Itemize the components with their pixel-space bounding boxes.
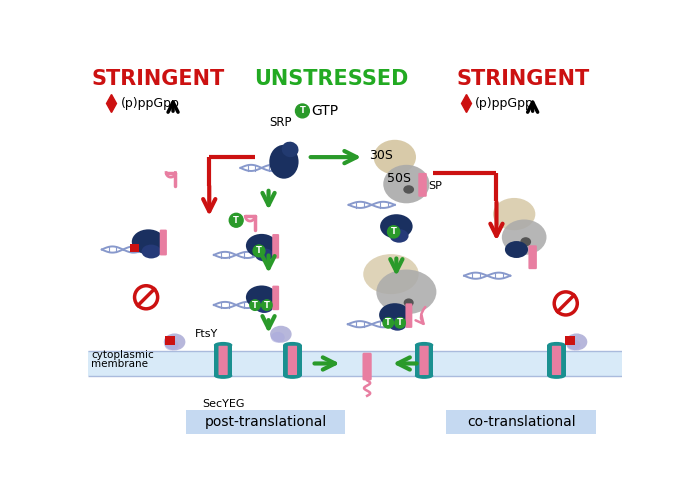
Text: membrane: membrane (91, 359, 148, 369)
Ellipse shape (547, 373, 565, 379)
Ellipse shape (164, 340, 179, 350)
Text: T: T (397, 318, 403, 327)
Circle shape (229, 213, 243, 227)
FancyBboxPatch shape (419, 346, 429, 375)
Text: SecYEG: SecYEG (202, 399, 245, 408)
Text: 30S: 30S (369, 149, 393, 162)
FancyBboxPatch shape (529, 245, 537, 269)
Ellipse shape (246, 234, 277, 258)
Circle shape (253, 245, 265, 257)
Text: T: T (256, 246, 262, 255)
Text: SP: SP (428, 181, 442, 191)
Circle shape (262, 300, 272, 310)
Ellipse shape (380, 214, 412, 239)
Ellipse shape (415, 342, 433, 348)
Text: T: T (299, 106, 306, 116)
FancyBboxPatch shape (405, 304, 412, 328)
Ellipse shape (493, 198, 535, 230)
FancyBboxPatch shape (415, 345, 433, 376)
Circle shape (387, 226, 400, 238)
FancyBboxPatch shape (130, 244, 139, 252)
Text: (p)ppGpp: (p)ppGpp (121, 97, 179, 110)
Text: co-translational: co-translational (467, 415, 575, 429)
Text: T: T (234, 216, 239, 225)
Text: T: T (385, 318, 392, 327)
FancyBboxPatch shape (288, 346, 297, 375)
Ellipse shape (520, 237, 531, 246)
Text: FtsY: FtsY (195, 329, 218, 339)
FancyBboxPatch shape (159, 229, 167, 255)
FancyBboxPatch shape (186, 410, 345, 433)
FancyBboxPatch shape (214, 345, 232, 376)
Text: UNSTRESSED: UNSTRESSED (254, 69, 409, 89)
Ellipse shape (374, 140, 416, 174)
FancyBboxPatch shape (89, 351, 622, 376)
Ellipse shape (388, 318, 407, 331)
Ellipse shape (389, 229, 409, 243)
Ellipse shape (376, 269, 437, 314)
Circle shape (295, 104, 309, 118)
Text: cytoplasmic: cytoplasmic (91, 350, 154, 360)
Ellipse shape (255, 248, 273, 262)
FancyBboxPatch shape (283, 345, 301, 376)
Ellipse shape (567, 340, 580, 350)
Ellipse shape (270, 145, 299, 179)
Ellipse shape (214, 342, 232, 348)
Ellipse shape (363, 254, 419, 294)
Text: STRINGENT: STRINGENT (457, 69, 590, 89)
Circle shape (383, 318, 394, 328)
Ellipse shape (214, 373, 232, 379)
Ellipse shape (505, 241, 528, 258)
FancyBboxPatch shape (165, 336, 175, 345)
Text: 50S: 50S (387, 172, 411, 185)
FancyBboxPatch shape (446, 410, 596, 433)
Text: T: T (264, 301, 270, 309)
Ellipse shape (547, 342, 565, 348)
Ellipse shape (415, 373, 433, 379)
Ellipse shape (565, 333, 588, 350)
Text: post-translational: post-translational (204, 415, 326, 429)
FancyBboxPatch shape (552, 346, 561, 375)
FancyBboxPatch shape (419, 173, 427, 197)
Ellipse shape (379, 303, 410, 327)
Text: T: T (391, 227, 396, 236)
Ellipse shape (403, 299, 414, 307)
FancyBboxPatch shape (272, 234, 279, 259)
Ellipse shape (283, 342, 301, 348)
FancyBboxPatch shape (272, 285, 279, 310)
Ellipse shape (141, 244, 161, 259)
Ellipse shape (281, 142, 299, 157)
Text: GTP: GTP (312, 104, 339, 118)
Ellipse shape (403, 185, 414, 194)
Ellipse shape (255, 300, 273, 313)
Text: T: T (252, 301, 258, 309)
Text: SRP: SRP (270, 117, 292, 129)
Ellipse shape (246, 285, 277, 309)
FancyBboxPatch shape (565, 336, 575, 345)
Ellipse shape (283, 373, 301, 379)
Circle shape (249, 300, 261, 310)
Ellipse shape (270, 326, 292, 343)
Ellipse shape (502, 220, 547, 255)
FancyBboxPatch shape (547, 345, 565, 376)
Ellipse shape (271, 332, 285, 343)
Circle shape (395, 318, 405, 328)
Ellipse shape (164, 333, 186, 350)
FancyBboxPatch shape (362, 353, 371, 381)
Ellipse shape (132, 229, 165, 254)
Text: STRINGENT: STRINGENT (91, 69, 225, 89)
FancyBboxPatch shape (218, 346, 228, 375)
Ellipse shape (383, 165, 430, 203)
Text: (p)ppGpp: (p)ppGpp (475, 97, 534, 110)
